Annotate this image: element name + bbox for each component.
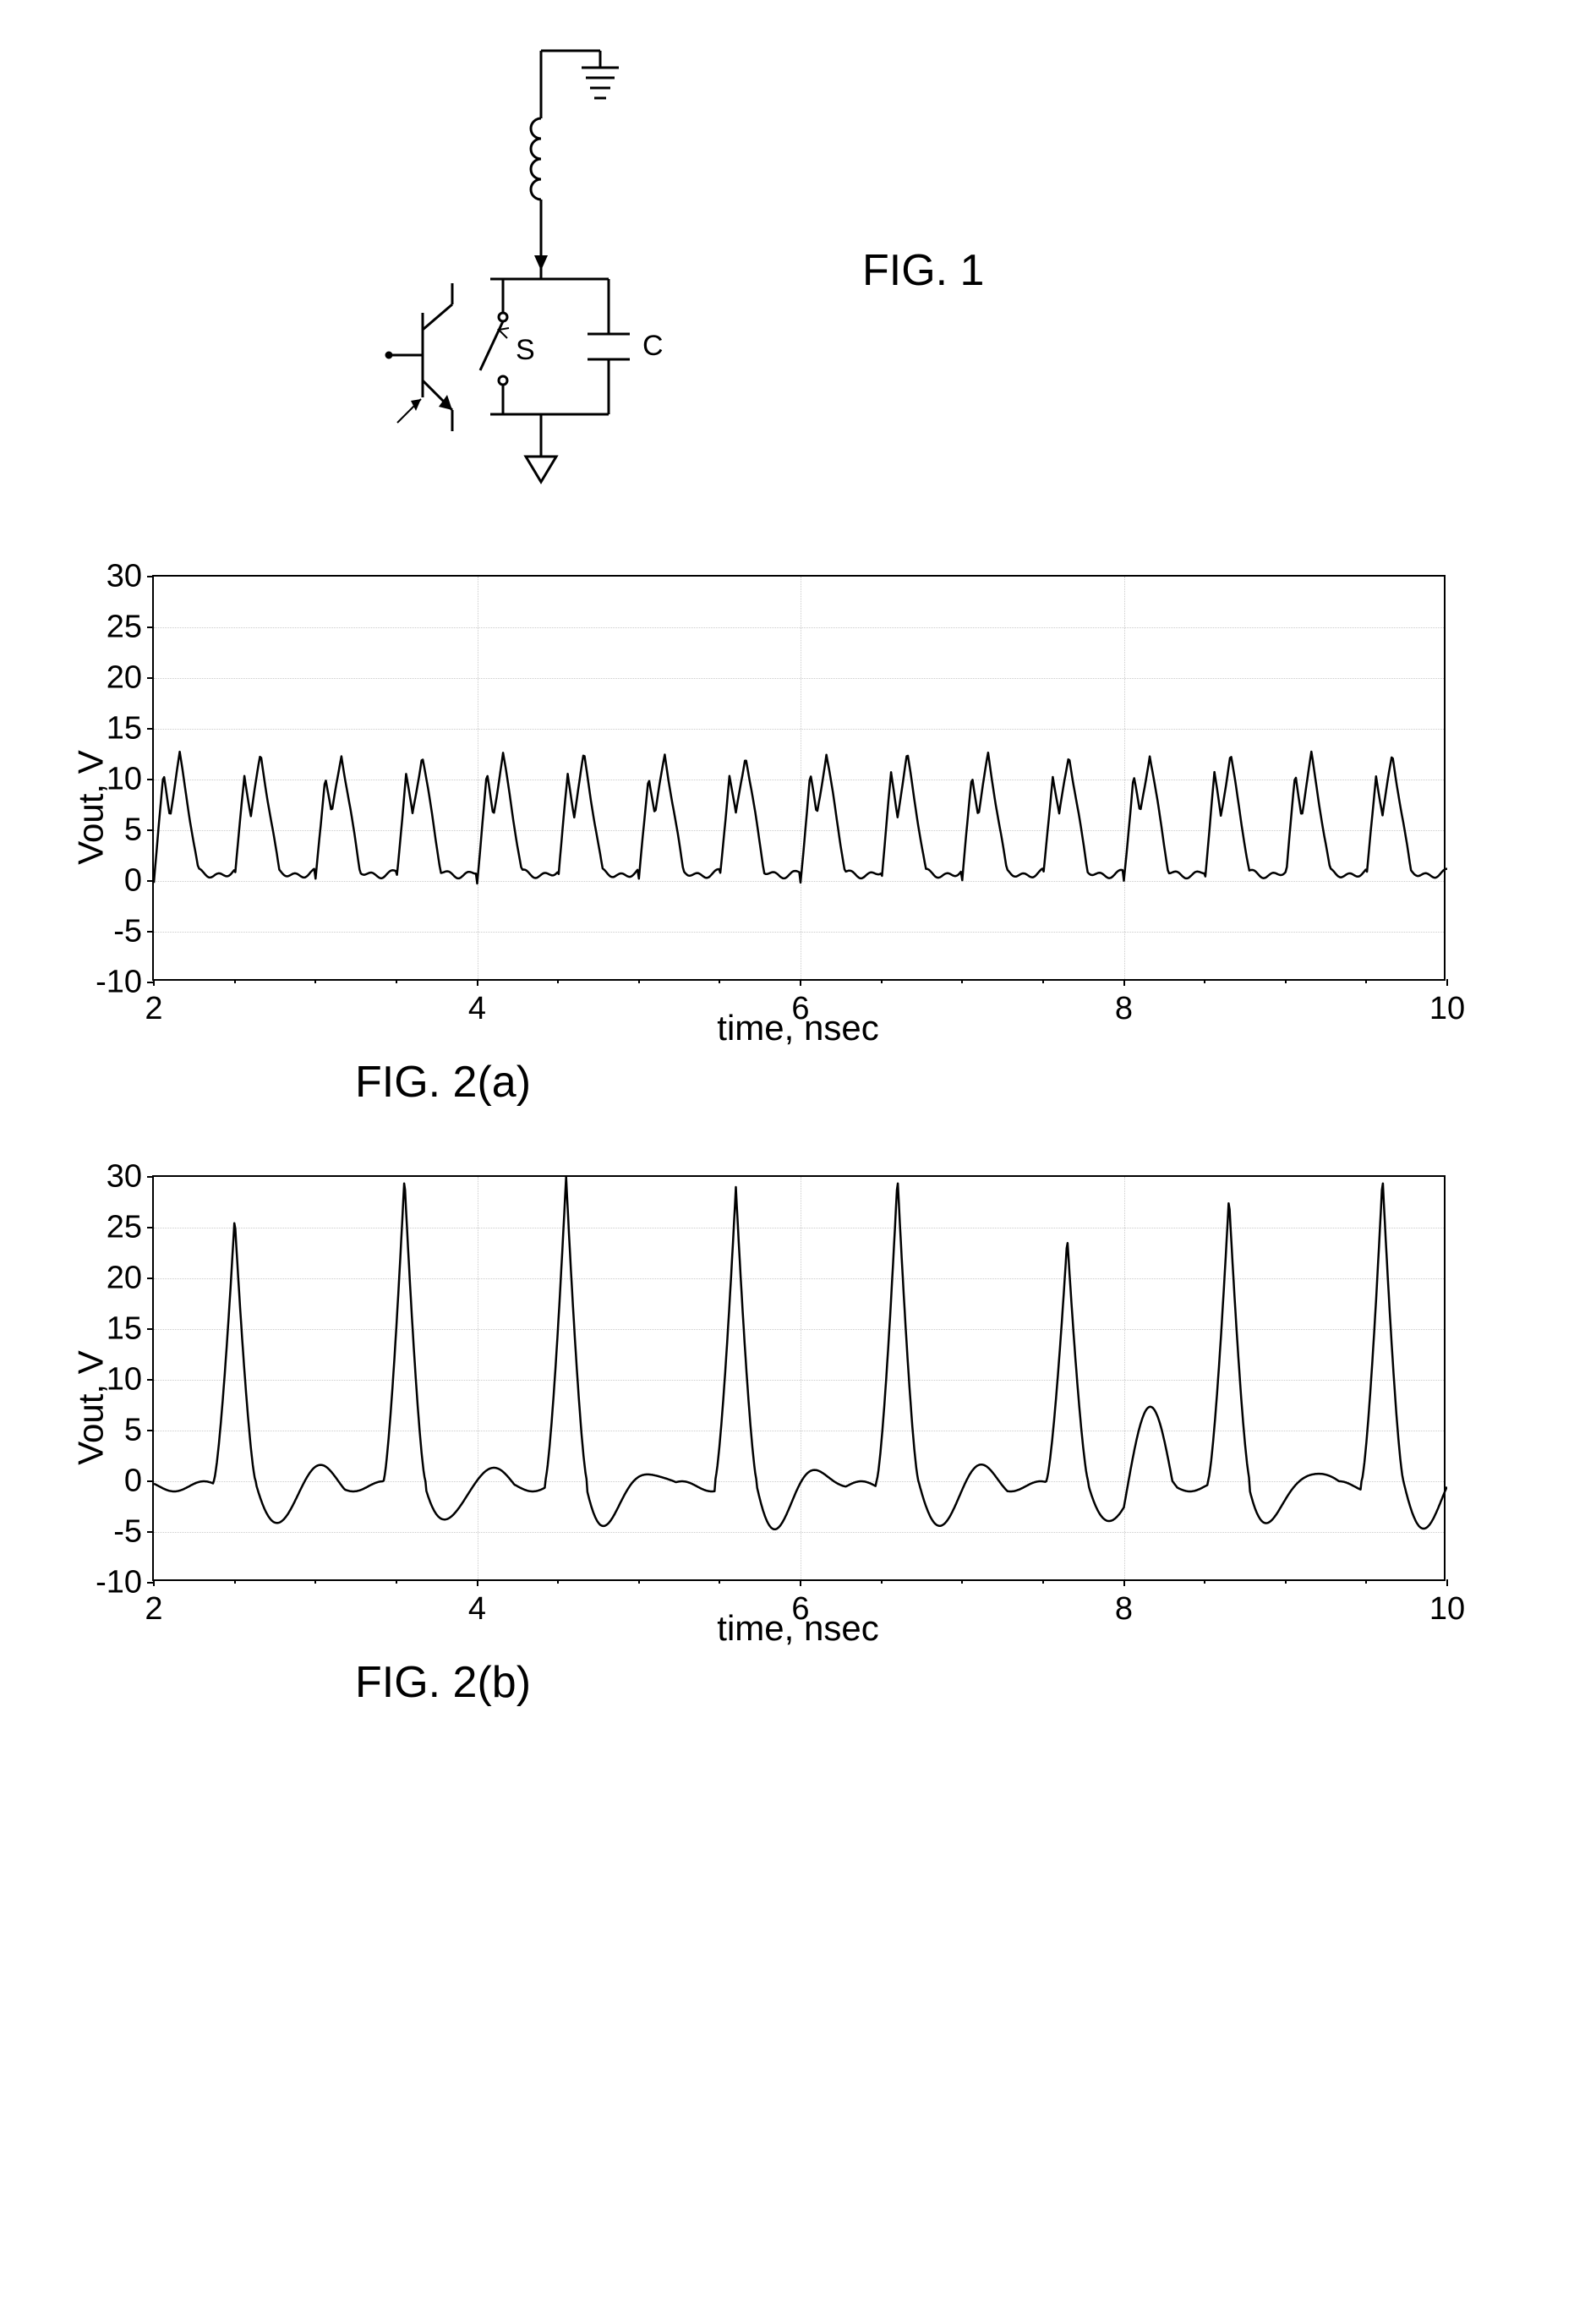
circuit-diagram: S C bbox=[372, 34, 693, 507]
chart-a-ylabel: Vout, V bbox=[71, 750, 112, 864]
chart-b-plot: -10-5051015202530246810 bbox=[152, 1175, 1446, 1581]
y-tick-label: -10 bbox=[96, 965, 142, 1001]
chart-b-xlabel: time, nsec bbox=[717, 1608, 878, 1649]
figure-2a-block: Vout, V -10-5051015202530246810 time, ns… bbox=[51, 575, 1545, 1108]
waveform bbox=[154, 1177, 1447, 1583]
y-tick-label: 25 bbox=[107, 1210, 142, 1246]
chart-a-container: Vout, V -10-5051015202530246810 time, ns… bbox=[51, 575, 1545, 1040]
y-tick-label: 10 bbox=[107, 1362, 142, 1398]
figure-1-row: S C FIG. 1 bbox=[51, 34, 1545, 507]
chart-a-plot: -10-5051015202530246810 bbox=[152, 575, 1446, 981]
x-tick-label: 4 bbox=[468, 1591, 486, 1628]
y-tick-label: 15 bbox=[107, 711, 142, 747]
y-tick-label: -5 bbox=[113, 1514, 142, 1551]
figure-2b-block: Vout, V -10-5051015202530246810 time, ns… bbox=[51, 1175, 1545, 1708]
y-tick-label: 20 bbox=[107, 1261, 142, 1297]
x-tick-label: 4 bbox=[468, 991, 486, 1027]
figure-1-caption: FIG. 1 bbox=[862, 245, 984, 296]
chart-a-xlabel: time, nsec bbox=[717, 1008, 878, 1048]
x-tick-label: 8 bbox=[1115, 991, 1133, 1027]
x-tick-label: 10 bbox=[1429, 1591, 1465, 1628]
y-tick-label: -10 bbox=[96, 1565, 142, 1601]
y-tick-label: 30 bbox=[107, 559, 142, 595]
waveform bbox=[154, 577, 1447, 982]
y-tick-label: 15 bbox=[107, 1311, 142, 1348]
y-tick-label: 25 bbox=[107, 610, 142, 646]
svg-text:C: C bbox=[642, 330, 664, 362]
y-tick-label: 20 bbox=[107, 660, 142, 697]
x-tick-label: 10 bbox=[1429, 991, 1465, 1027]
y-tick-label: 5 bbox=[124, 1413, 142, 1449]
chart-b-ylabel: Vout, V bbox=[71, 1350, 112, 1464]
figure-1-block: S C FIG. 1 bbox=[51, 34, 1545, 507]
x-tick-label: 8 bbox=[1115, 1591, 1133, 1628]
figure-2a-caption: FIG. 2(a) bbox=[51, 1057, 1545, 1108]
figure-2b-caption: FIG. 2(b) bbox=[51, 1657, 1545, 1708]
chart-b-container: Vout, V -10-5051015202530246810 time, ns… bbox=[51, 1175, 1545, 1640]
y-tick-label: 10 bbox=[107, 762, 142, 798]
y-tick-label: 0 bbox=[124, 863, 142, 900]
y-tick-label: 30 bbox=[107, 1159, 142, 1196]
svg-text:S: S bbox=[516, 334, 535, 366]
y-tick-label: 0 bbox=[124, 1464, 142, 1500]
x-tick-label: 2 bbox=[145, 1591, 162, 1628]
x-tick-label: 2 bbox=[145, 991, 162, 1027]
y-tick-label: 5 bbox=[124, 813, 142, 849]
y-tick-label: -5 bbox=[113, 914, 142, 950]
